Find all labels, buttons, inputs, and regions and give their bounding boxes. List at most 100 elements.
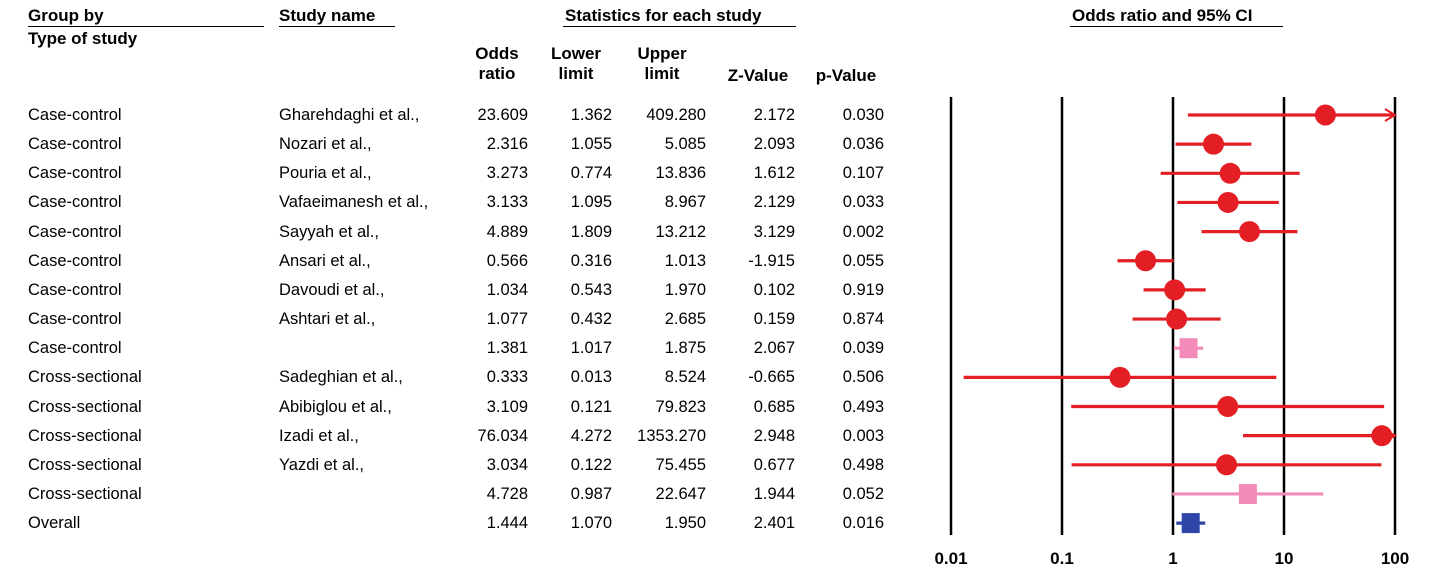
upper-limit-cell: 1.970 xyxy=(664,280,706,299)
point-estimate-marker xyxy=(1166,308,1188,330)
study-name-header: Study name xyxy=(279,6,376,25)
statistics-header: Statistics for each study xyxy=(565,6,762,25)
upper-limit-cell: 75.455 xyxy=(655,455,706,474)
p-value-cell: 0.002 xyxy=(842,222,884,241)
study-name-underline xyxy=(279,26,395,27)
group-cell: Cross-sectional xyxy=(28,426,142,445)
p-value-header: p-Value xyxy=(815,66,877,85)
point-estimate-marker xyxy=(1371,425,1393,447)
upper-limit-header-line2: limit xyxy=(644,64,680,83)
point-estimate-marker xyxy=(1164,279,1186,301)
group-cell: Overall xyxy=(28,514,81,533)
plot-title: Odds ratio and 95% CI xyxy=(1072,6,1253,25)
odds-ratio-cell: 0.333 xyxy=(486,368,528,387)
group-cell: Cross-sectional xyxy=(28,455,142,474)
odds-ratio-header: Odds ratio xyxy=(462,44,532,84)
z-value-cell: 3.129 xyxy=(753,222,795,241)
lower-limit-cell: 0.432 xyxy=(570,310,612,329)
p-value-cell: 0.055 xyxy=(842,251,884,270)
z-value-cell: 2.401 xyxy=(753,514,795,533)
z-value-cell: 2.067 xyxy=(753,339,795,358)
z-value-cell: 0.677 xyxy=(753,455,795,474)
study-name-cell: Pouria et al., xyxy=(279,164,372,183)
group-cell: Case-control xyxy=(28,222,122,241)
odds-ratio-cell: 76.034 xyxy=(477,426,528,445)
odds-ratio-cell: 1.077 xyxy=(486,310,528,329)
group-cell: Case-control xyxy=(28,135,122,154)
upper-limit-cell: 1.950 xyxy=(664,514,706,533)
statistics-underline xyxy=(563,26,796,27)
z-value-cell: 2.129 xyxy=(753,193,795,212)
odds-ratio-cell: 4.889 xyxy=(486,222,528,241)
lower-limit-cell: 1.017 xyxy=(570,339,612,358)
group-cell: Case-control xyxy=(28,106,122,124)
odds-ratio-cell: 3.109 xyxy=(486,397,528,416)
z-value-cell: 0.685 xyxy=(753,397,795,416)
x-tick-label: 1 xyxy=(1168,549,1177,566)
study-name-cell: Gharehdaghi et al., xyxy=(279,106,420,124)
study-name-cell: Izadi et al., xyxy=(279,426,359,445)
study-name-cell: Yazdi et al., xyxy=(279,455,364,474)
group-cell: Cross-sectional xyxy=(28,484,142,503)
lower-limit-cell: 1.809 xyxy=(570,222,612,241)
group-cell: Cross-sectional xyxy=(28,368,142,387)
odds-ratio-cell: 4.728 xyxy=(486,484,528,503)
upper-limit-header: Upper limit xyxy=(626,44,698,84)
upper-limit-cell: 1.013 xyxy=(664,251,706,270)
study-name-cell: Ashtari et al., xyxy=(279,310,376,329)
p-value-cell: 0.874 xyxy=(842,310,884,329)
p-value-cell: 0.107 xyxy=(842,164,884,183)
odds-ratio-cell: 2.316 xyxy=(486,135,528,154)
odds-ratio-cell: 3.034 xyxy=(486,455,528,474)
p-value-cell: 0.016 xyxy=(842,514,884,533)
upper-limit-cell: 13.212 xyxy=(655,222,706,241)
upper-limit-header-line1: Upper xyxy=(637,44,687,63)
point-estimate-marker xyxy=(1217,191,1239,213)
lower-limit-cell: 0.774 xyxy=(570,164,612,183)
point-estimate-marker xyxy=(1314,104,1336,126)
group-cell: Case-control xyxy=(28,280,122,299)
type-of-study-header: Type of study xyxy=(28,29,138,48)
study-name-cell: Vafaeimanesh et al., xyxy=(279,193,429,212)
p-value-cell: 0.506 xyxy=(842,368,884,387)
x-tick-label: 0.1 xyxy=(1050,549,1074,566)
plot-title-underline xyxy=(1070,26,1283,27)
point-estimate-marker xyxy=(1217,396,1239,417)
overall-marker xyxy=(1181,513,1200,534)
lower-limit-cell: 0.543 xyxy=(570,280,612,299)
odds-ratio-cell: 0.566 xyxy=(486,251,528,270)
group-cell: Cross-sectional xyxy=(28,397,142,416)
z-value-cell: 2.093 xyxy=(753,135,795,154)
upper-limit-cell: 79.823 xyxy=(655,397,706,416)
upper-limit-cell: 8.524 xyxy=(664,368,706,387)
odds-ratio-cell: 1.381 xyxy=(486,339,528,358)
odds-ratio-cell: 23.609 xyxy=(477,106,528,124)
point-estimate-marker xyxy=(1135,250,1157,272)
z-value-cell: 1.612 xyxy=(753,164,795,183)
subtotal-marker xyxy=(1179,338,1198,359)
group-cell: Case-control xyxy=(28,310,122,329)
z-value-cell: -0.665 xyxy=(748,368,795,387)
lower-limit-header: Lower limit xyxy=(540,44,612,84)
p-value-cell: 0.039 xyxy=(842,339,884,358)
group-by-header: Group by xyxy=(28,6,104,25)
upper-limit-cell: 13.836 xyxy=(655,164,706,183)
study-name-cell: Nozari et al., xyxy=(279,135,372,154)
lower-limit-header-line1: Lower xyxy=(550,44,602,63)
ci-arrow xyxy=(1384,108,1397,122)
group-cell: Case-control xyxy=(28,251,122,270)
point-estimate-marker xyxy=(1109,366,1131,388)
z-value-cell: 2.172 xyxy=(753,106,795,124)
point-estimate-marker xyxy=(1219,162,1241,184)
p-value-cell: 0.493 xyxy=(842,397,884,416)
odds-ratio-header-line1: Odds xyxy=(475,44,519,63)
z-value-cell: 0.102 xyxy=(753,280,795,299)
lower-limit-cell: 0.121 xyxy=(570,397,612,416)
upper-limit-cell: 8.967 xyxy=(664,193,706,212)
group-by-underline xyxy=(28,26,264,27)
z-value-cell: 2.948 xyxy=(753,426,795,445)
x-tick-label: 10 xyxy=(1275,549,1294,566)
odds-ratio-cell: 3.273 xyxy=(486,164,528,183)
study-name-cell: Davoudi et al., xyxy=(279,280,385,299)
